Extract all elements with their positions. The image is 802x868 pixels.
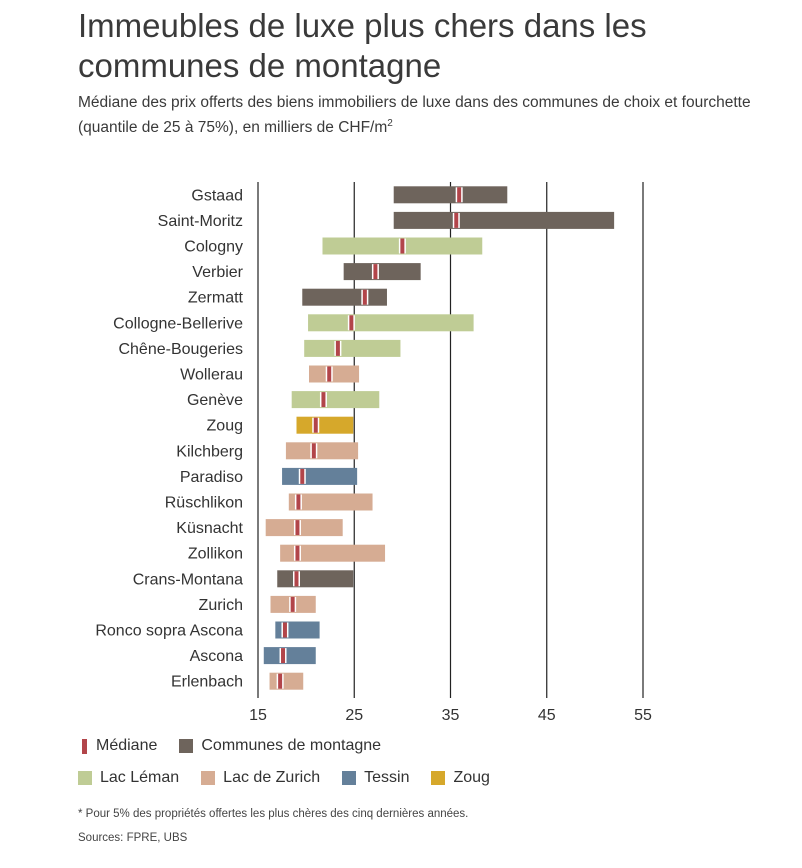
median-marker <box>349 315 354 331</box>
median-marker <box>373 264 378 280</box>
legend-row-2: Lac Léman Lac de Zurich Tessin Zoug <box>78 762 512 794</box>
x-tick-label: 35 <box>442 707 460 724</box>
legend-swatch-zurich <box>201 771 216 785</box>
row-label: Erlenbach <box>171 674 243 691</box>
row-label: Chêne-Bougeries <box>118 341 243 358</box>
legend-swatch-leman <box>78 771 92 785</box>
median-marker <box>321 392 326 408</box>
subtitle-superscript: 2 <box>387 118 393 129</box>
row-label: Crans-Montana <box>133 571 243 588</box>
legend-label-zoug: Zoug <box>453 769 490 786</box>
legend-label-leman: Lac Léman <box>100 769 180 786</box>
row-label: Wollerau <box>180 367 243 384</box>
row-label: Ronco sopra Ascona <box>95 623 243 640</box>
legend-swatch-zoug <box>431 771 446 785</box>
range-bar <box>304 339 401 357</box>
range-bar-chart: 15 25 35 45 55 Gstaad Saint-Moritz Cologny Verbi… <box>95 182 652 724</box>
legend-item-median: Médiane <box>78 737 157 755</box>
row-label: Genève <box>187 392 243 409</box>
chart-title: Immeubles de luxe plus chers dans les co… <box>78 7 647 84</box>
legend-item-tessin: Tessin <box>342 769 409 787</box>
median-marker <box>282 622 287 638</box>
legend-swatch-median <box>82 738 87 754</box>
chart-legend: Médiane Communes de montagne Lac Léman L… <box>78 730 512 794</box>
range-bar <box>343 263 421 281</box>
range-bar <box>269 672 304 690</box>
row-label: Kilchberg <box>176 443 243 460</box>
range-bar <box>277 570 354 588</box>
range-bar <box>263 647 316 665</box>
row-label: Ascona <box>190 648 243 665</box>
range-bar <box>302 288 387 306</box>
row-label: Saint-Moritz <box>158 213 243 230</box>
median-marker <box>278 673 283 689</box>
median-marker <box>313 417 318 433</box>
range-bar <box>393 186 508 204</box>
legend-item-zoug: Zoug <box>431 769 490 787</box>
row-label: Rüschlikon <box>165 495 243 512</box>
range-bar <box>296 416 354 434</box>
legend-row-1: Médiane Communes de montagne <box>78 730 512 762</box>
median-marker <box>300 468 305 484</box>
row-label: Cologny <box>184 239 243 256</box>
range-bar <box>308 314 474 332</box>
median-marker <box>295 520 300 536</box>
legend-label-zurich: Lac de Zurich <box>223 769 321 786</box>
legend-swatch-montagne <box>179 739 194 753</box>
range-bar <box>265 519 343 537</box>
footnote: * Pour 5% des propriétés offertes les pl… <box>78 808 469 820</box>
legend-item-montagne: Communes de montagne <box>179 737 381 755</box>
row-label: Zurich <box>199 597 243 614</box>
row-label: Zollikon <box>188 546 243 563</box>
row-label: Gstaad <box>191 187 243 204</box>
range-bar <box>282 467 358 485</box>
row-label: Paradiso <box>180 469 243 486</box>
median-marker <box>454 212 459 228</box>
subtitle-text: Médiane des prix offerts des biens immob… <box>78 94 751 137</box>
x-tick-label: 45 <box>538 707 556 724</box>
legend-item-leman: Lac Léman <box>78 769 179 787</box>
range-bar <box>280 544 386 562</box>
row-label: Zermatt <box>188 290 244 307</box>
legend-item-zurich: Lac de Zurich <box>201 769 320 787</box>
row-label: Collogne-Bellerive <box>113 315 243 332</box>
median-marker <box>290 596 295 612</box>
median-marker <box>400 238 405 254</box>
chart-subtitle: Médiane des prix offerts des biens immob… <box>78 92 758 138</box>
median-marker <box>335 340 340 356</box>
median-marker <box>327 366 332 382</box>
median-marker <box>362 289 367 305</box>
x-tick-label: 25 <box>345 707 363 724</box>
median-marker <box>296 494 301 510</box>
median-marker <box>311 443 316 459</box>
range-bar <box>393 211 615 229</box>
row-label: Verbier <box>192 264 243 281</box>
legend-label-tessin: Tessin <box>364 769 410 786</box>
range-bar <box>288 493 373 511</box>
median-marker <box>281 648 286 664</box>
median-marker <box>294 571 299 587</box>
x-tick-label: 55 <box>634 707 652 724</box>
sources: Sources: FPRE, UBS <box>78 832 188 844</box>
range-bar <box>285 442 359 460</box>
row-label: Küsnacht <box>176 520 243 537</box>
legend-swatch-tessin <box>342 771 357 785</box>
x-tick-label: 15 <box>249 707 267 724</box>
median-marker <box>457 187 462 203</box>
range-bar <box>291 391 380 409</box>
row-label: Zoug <box>207 418 243 435</box>
range-bar <box>309 365 360 383</box>
median-marker <box>295 545 300 561</box>
legend-label-montagne: Communes de montagne <box>201 737 382 754</box>
legend-label-median: Médiane <box>96 737 158 754</box>
